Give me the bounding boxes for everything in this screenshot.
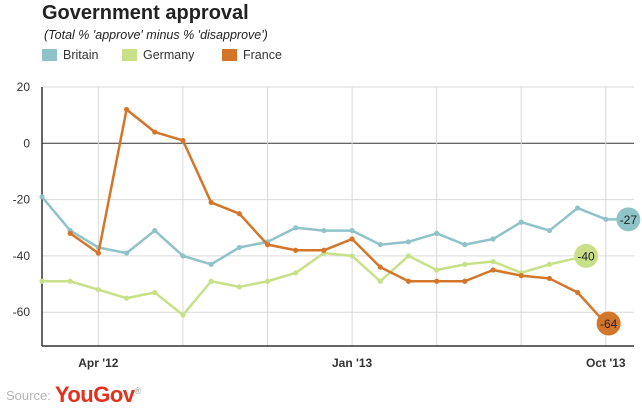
data-point-france [293, 247, 299, 253]
data-point-france [518, 273, 524, 279]
data-point-britain [546, 227, 553, 234]
registered-mark: ® [134, 386, 142, 396]
data-point-france [377, 264, 383, 270]
series-line-france [69, 108, 609, 325]
data-point-france [95, 250, 101, 256]
data-point-britain [405, 239, 412, 245]
data-point-germany [236, 284, 242, 290]
data-point-france [152, 129, 158, 135]
data-point-germany [490, 258, 496, 265]
end-marker-france [596, 311, 621, 336]
end-label-germany: -40 [577, 249, 595, 263]
end-marker-britain [616, 207, 641, 232]
series-line-britain [41, 195, 629, 266]
data-point-britain [208, 261, 214, 267]
y-tick-label: 20 [17, 80, 31, 94]
end-label-britain: -27 [620, 213, 638, 227]
data-point-germany [349, 253, 355, 259]
data-point-britain [434, 230, 440, 236]
data-point-france [575, 289, 581, 296]
data-point-france [490, 267, 496, 273]
data-point-france [405, 278, 412, 284]
data-point-france [349, 236, 355, 242]
y-tick-label: -60 [13, 305, 31, 319]
x-tick-label: Apr '12 [78, 356, 119, 370]
data-point-britain [603, 216, 609, 222]
data-point-france [123, 106, 130, 113]
data-point-france [264, 242, 271, 248]
x-tick-label: Oct '13 [586, 356, 626, 370]
data-point-britain [123, 250, 130, 256]
data-point-france [67, 230, 73, 236]
data-point-france [208, 199, 214, 206]
data-point-germany [293, 270, 299, 276]
data-point-britain [321, 227, 327, 234]
data-point-germany [546, 261, 553, 267]
legend-label-france: France [243, 48, 282, 62]
end-marker-germany [574, 243, 599, 268]
data-point-france [434, 278, 440, 284]
end-label-france: -64 [600, 317, 618, 331]
data-point-germany [67, 278, 73, 284]
data-point-britain [377, 242, 383, 248]
data-point-britain [490, 236, 496, 242]
data-point-germany [264, 278, 271, 284]
data-point-germany [180, 312, 186, 318]
data-point-france [321, 247, 327, 253]
data-point-britain [236, 244, 242, 251]
yougov-logo: YouGov [54, 382, 135, 407]
chart-title: Government approval [42, 2, 249, 24]
legend-item-germany[interactable]: Germany [122, 48, 194, 62]
legend-label-germany: Germany [143, 48, 195, 62]
data-point-britain [349, 227, 355, 234]
data-point-france [180, 137, 186, 144]
data-point-germany [377, 278, 383, 284]
data-point-france [462, 278, 468, 284]
data-point-germany [405, 253, 412, 259]
data-point-britain [180, 253, 186, 259]
legend-swatch-france [222, 49, 237, 61]
data-point-britain [293, 225, 299, 231]
y-tick-label: 0 [23, 136, 30, 150]
data-point-britain [518, 219, 524, 225]
y-tick-label: -20 [13, 193, 31, 207]
data-point-germany [152, 289, 158, 296]
data-point-germany [123, 295, 130, 301]
chart-subtitle: (Total % 'approve' minus % 'disapprove') [44, 28, 268, 42]
data-point-germany [95, 287, 101, 293]
series-line-germany [42, 251, 587, 317]
data-point-germany [434, 267, 440, 273]
y-tick-label: -40 [13, 249, 31, 263]
data-point-france [546, 275, 553, 282]
data-point-britain [575, 205, 581, 211]
legend-item-france[interactable]: France [222, 48, 282, 62]
legend-swatch-britain [42, 49, 57, 61]
data-point-germany [39, 278, 45, 284]
x-tick-label: Jan '13 [332, 356, 373, 370]
legend-swatch-germany [122, 49, 137, 61]
source-label: Source: [6, 387, 51, 403]
legend-label-britain: Britain [63, 48, 99, 62]
legend-item-britain[interactable]: Britain [42, 48, 98, 62]
data-point-britain [39, 194, 45, 200]
data-point-france [236, 211, 242, 217]
data-point-britain [462, 242, 468, 248]
data-point-germany [208, 278, 214, 284]
data-point-britain [152, 227, 158, 234]
data-point-germany [462, 261, 468, 267]
source-credit: Source: YouGov ® [6, 382, 141, 408]
